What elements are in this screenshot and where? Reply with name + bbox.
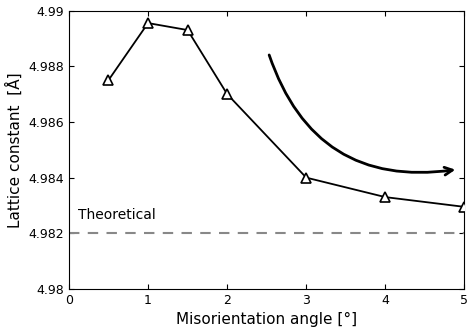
X-axis label: Misorientation angle [°]: Misorientation angle [°]: [176, 312, 357, 327]
Y-axis label: Lattice constant  [Å]: Lattice constant [Å]: [6, 72, 23, 227]
Text: Theoretical: Theoretical: [78, 208, 156, 222]
